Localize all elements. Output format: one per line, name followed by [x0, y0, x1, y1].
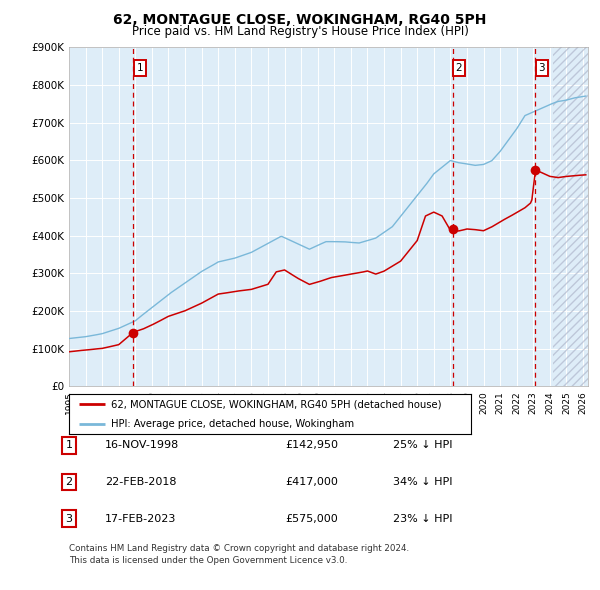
- Text: 34% ↓ HPI: 34% ↓ HPI: [393, 477, 452, 487]
- Text: 17-FEB-2023: 17-FEB-2023: [105, 514, 176, 523]
- Text: 3: 3: [538, 63, 545, 73]
- Text: 3: 3: [65, 514, 73, 523]
- Text: 2: 2: [65, 477, 73, 487]
- Text: Price paid vs. HM Land Registry's House Price Index (HPI): Price paid vs. HM Land Registry's House …: [131, 25, 469, 38]
- Text: This data is licensed under the Open Government Licence v3.0.: This data is licensed under the Open Gov…: [69, 556, 347, 565]
- Text: 25% ↓ HPI: 25% ↓ HPI: [393, 441, 452, 450]
- Text: 62, MONTAGUE CLOSE, WOKINGHAM, RG40 5PH: 62, MONTAGUE CLOSE, WOKINGHAM, RG40 5PH: [113, 13, 487, 27]
- Text: 2: 2: [455, 63, 463, 73]
- Text: 22-FEB-2018: 22-FEB-2018: [105, 477, 176, 487]
- Text: Contains HM Land Registry data © Crown copyright and database right 2024.: Contains HM Land Registry data © Crown c…: [69, 545, 409, 553]
- Text: HPI: Average price, detached house, Wokingham: HPI: Average price, detached house, Woki…: [111, 419, 355, 428]
- Text: £142,950: £142,950: [285, 441, 338, 450]
- Text: 1: 1: [136, 63, 143, 73]
- Text: 62, MONTAGUE CLOSE, WOKINGHAM, RG40 5PH (detached house): 62, MONTAGUE CLOSE, WOKINGHAM, RG40 5PH …: [111, 399, 442, 409]
- Text: £575,000: £575,000: [285, 514, 338, 523]
- Text: 23% ↓ HPI: 23% ↓ HPI: [393, 514, 452, 523]
- Text: 1: 1: [65, 441, 73, 450]
- Text: £417,000: £417,000: [285, 477, 338, 487]
- Text: 16-NOV-1998: 16-NOV-1998: [105, 441, 179, 450]
